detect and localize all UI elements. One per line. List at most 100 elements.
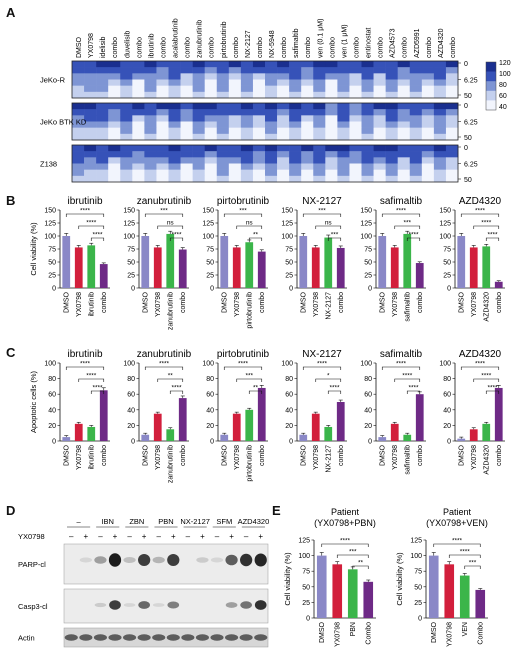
heatmap-cell <box>421 61 435 68</box>
bar-combo <box>363 581 374 618</box>
heatmap-cell <box>192 133 205 141</box>
bar-dmso <box>378 236 387 288</box>
heatmap-cell <box>168 109 181 116</box>
heatmap-cell <box>385 121 398 128</box>
heatmap-cell <box>144 133 157 141</box>
y-tick-label: 60 <box>364 392 372 399</box>
heatmap-cell <box>168 157 181 164</box>
heatmap-cell <box>373 175 386 183</box>
heatmap-cell <box>373 121 386 128</box>
y-tick-label: 20 <box>206 423 214 430</box>
heatmap-cell <box>421 73 435 80</box>
heatmap-cell <box>397 157 411 164</box>
significance-bracket <box>352 565 369 569</box>
heatmap-cell <box>265 121 278 128</box>
heatmap-cell <box>301 115 314 122</box>
y-tick-label: 0 <box>52 286 56 293</box>
heatmap-cell <box>337 127 350 135</box>
heatmap-cell <box>301 79 314 86</box>
heatmap-cell <box>397 127 411 135</box>
bar-yx0798 <box>332 564 343 618</box>
significance-bracket <box>90 237 105 241</box>
heatmap-cell <box>252 67 266 74</box>
heatmap-cell <box>228 79 242 86</box>
bar-dmso <box>316 555 327 618</box>
significance-label: *** <box>318 208 326 215</box>
casp3-band <box>152 603 165 607</box>
significance-label: **** <box>238 361 249 368</box>
heatmap-cell <box>445 151 459 158</box>
heatmap-cell <box>373 157 386 164</box>
heatmap-cell <box>120 133 133 141</box>
heatmap-cell <box>240 91 254 99</box>
heatmap-cell <box>192 157 205 164</box>
bar-drug <box>166 233 175 288</box>
heatmap-cell <box>421 115 435 122</box>
heatmap-cell <box>265 79 278 86</box>
heatmap-cell <box>301 67 314 74</box>
heatmap-cell <box>252 133 266 141</box>
heatmap-cell <box>108 121 121 128</box>
significance-bracket <box>381 366 421 370</box>
heatmap-cell <box>120 91 133 99</box>
group-title: pirtobrutinib <box>217 349 270 360</box>
heatmap-cell <box>289 175 302 183</box>
x-category-label: combo <box>259 445 266 466</box>
heatmap-column-label: combo <box>353 37 360 58</box>
x-category-label: DMSO <box>431 621 438 643</box>
heatmap-cell <box>409 163 423 170</box>
heatmap-cell <box>240 169 254 177</box>
heatmap-cell <box>108 145 121 152</box>
heatmap-cell <box>373 133 386 141</box>
x-category-label: combo <box>101 445 108 466</box>
heatmap-cell <box>84 91 97 99</box>
heatmap-cell <box>144 73 157 80</box>
heatmap-column-label: NX-2127 <box>245 30 252 58</box>
heatmap-cell <box>445 61 459 68</box>
heatmap-cell <box>421 145 435 152</box>
heatmap-cell <box>72 127 85 135</box>
heatmap-cell <box>277 91 290 99</box>
y-tick-label: 100 <box>44 361 56 368</box>
significance-label: **** <box>487 232 498 239</box>
heatmap-cell <box>445 73 459 80</box>
y-tick-label: 80 <box>48 376 56 383</box>
heatmap-cell <box>72 91 85 99</box>
heatmap-column-label: YX0798 <box>88 33 95 58</box>
heatmap-cell <box>397 115 411 122</box>
heatmap-cell <box>192 73 205 80</box>
colorbar-segment <box>486 81 496 92</box>
actin-band <box>254 634 268 641</box>
heatmap-cell <box>265 151 278 158</box>
x-category-label: YX0798 <box>76 292 83 317</box>
y-tick-label: 125 <box>202 221 214 228</box>
heatmap-cell <box>325 91 338 99</box>
heatmap-cell <box>96 61 109 68</box>
heatmap-cell <box>108 175 121 183</box>
heatmap-column-label: combo <box>209 37 216 58</box>
heatmap-cell <box>120 169 133 177</box>
casp3-band <box>167 601 180 609</box>
heatmap-cell <box>301 121 314 128</box>
heatmap-cell <box>132 169 145 177</box>
heatmap-column-label: ven (0.1 μM) <box>317 19 324 58</box>
heatmap-cell <box>108 151 121 158</box>
significance-label: *** <box>160 208 168 215</box>
significance-label: *** <box>469 560 477 567</box>
x-category-label: zanubrutinib <box>167 445 174 483</box>
heatmap-cell <box>301 169 314 177</box>
heatmap-cell <box>361 115 374 122</box>
heatmap-cell <box>132 127 145 135</box>
panel-label-a: A <box>6 5 16 20</box>
heatmap-column-label: ibrutinib <box>148 33 155 58</box>
heatmap-cell <box>373 103 386 110</box>
heatmap-cell <box>397 91 411 99</box>
bar-drug <box>347 569 358 618</box>
bar-yx0798 <box>153 247 162 288</box>
significance-label: **** <box>329 385 340 392</box>
heatmap-cell <box>409 61 423 68</box>
heatmap-cell <box>240 133 254 141</box>
heatmap-cell <box>445 145 459 152</box>
heatmap-cell <box>204 109 218 116</box>
heatmap-cell <box>301 85 314 93</box>
